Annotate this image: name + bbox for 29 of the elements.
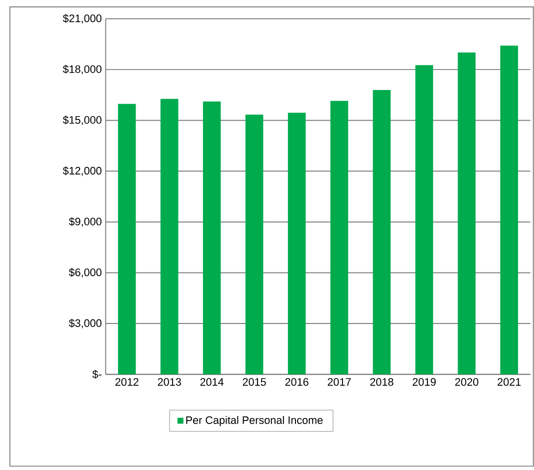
bar	[118, 104, 136, 374]
bar	[202, 102, 221, 374]
x-tick-label: 2021	[498, 378, 521, 386]
bar	[160, 98, 178, 374]
y-tick-label: $6,000	[68, 268, 102, 278]
x-tick-label: 2018	[370, 378, 394, 386]
y-tick-label: $18,000	[62, 64, 102, 74]
legend-label: Per Capital Personal Income	[186, 416, 323, 426]
x-tick-label: 2019	[412, 378, 436, 386]
bar	[245, 114, 264, 374]
y-tick-label: $21,000	[62, 14, 102, 24]
bar	[372, 90, 391, 374]
x-tick-label: 2015	[242, 378, 266, 386]
bar	[415, 65, 434, 374]
y-tick-label: $9,000	[68, 217, 102, 227]
bar	[500, 46, 518, 374]
x-tick-label: 2017	[328, 378, 351, 386]
x-tick-label: 2014	[200, 378, 224, 386]
x-tick-label: 2012	[115, 378, 138, 386]
y-tick-label: $12,000	[62, 166, 102, 176]
bar	[458, 52, 476, 374]
bar	[330, 100, 348, 374]
x-tick-label: 2013	[158, 378, 181, 386]
y-tick-label: $15,000	[62, 116, 102, 125]
x-tick-label: 2016	[285, 378, 308, 386]
bar	[288, 112, 306, 374]
x-tick-label: 2020	[455, 378, 478, 386]
y-tick-label: $3,000	[68, 318, 102, 328]
y-tick-label: $-	[92, 370, 102, 379]
